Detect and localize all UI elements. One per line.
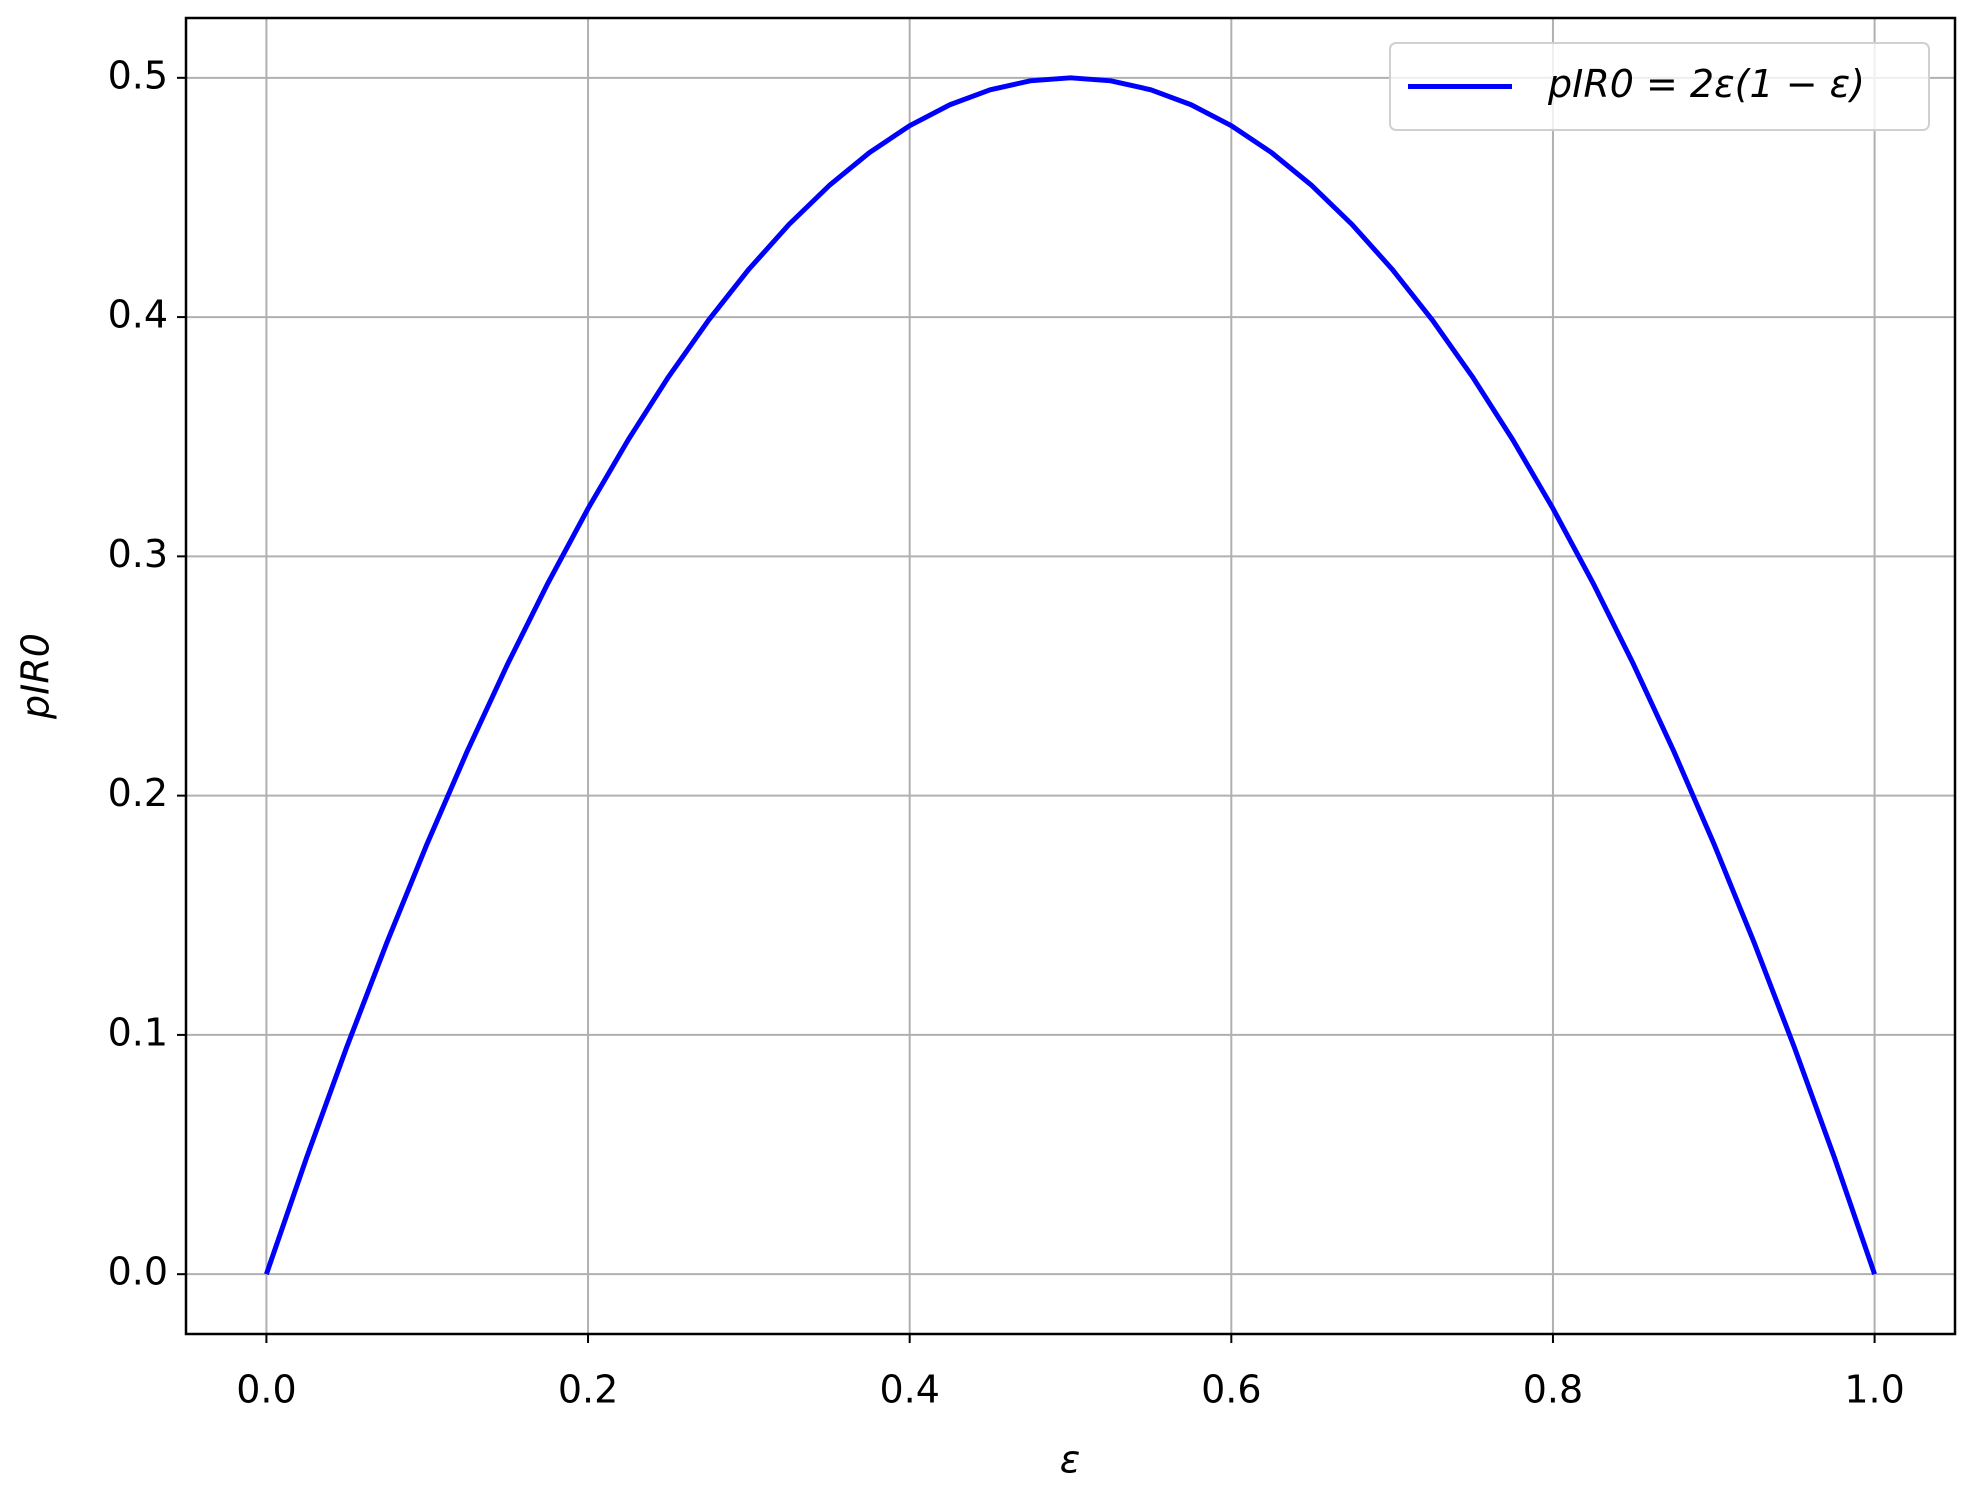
line — [264, 75, 1877, 1275]
y-axis-label: pIR0 — [14, 633, 58, 720]
x-tick-label: 0.8 — [1523, 1368, 1583, 1412]
x-tick-label: 1.0 — [1844, 1368, 1904, 1412]
x-tick-label: 0.6 — [1201, 1368, 1261, 1412]
legend-box — [1389, 42, 1930, 131]
y-tick-label: 0.3 — [108, 532, 168, 576]
x-tick-label: 0.4 — [879, 1368, 939, 1412]
y-tick-label: 0.2 — [108, 771, 168, 815]
legend-label: pIR0 = 2ε(1 − ε) — [1547, 62, 1865, 106]
y-tick-label: 0.4 — [108, 293, 168, 337]
plot-frame — [184, 16, 1957, 1336]
y-tick-label: 0.0 — [108, 1250, 168, 1294]
y-tick-label: 0.1 — [108, 1010, 168, 1054]
x-tick-label: 0.0 — [236, 1368, 296, 1412]
x-axis-label: ε — [1060, 1438, 1081, 1482]
y-tick-label: 0.5 — [108, 53, 168, 97]
x-tick-label: 0.2 — [558, 1368, 618, 1412]
